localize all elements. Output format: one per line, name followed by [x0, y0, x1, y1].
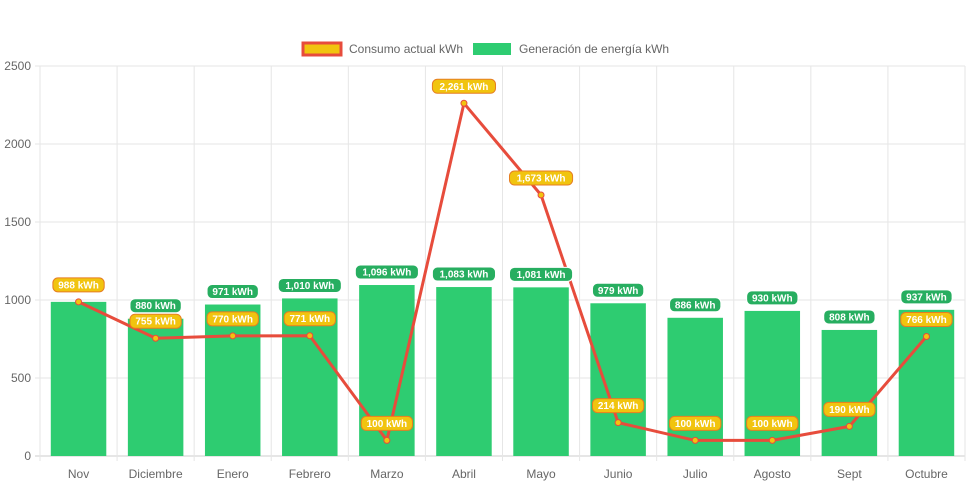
- data-labels: 880 kWh 971 kWh 1,010 kWh 1,096 kWh 1,083 kW…: [52, 78, 953, 431]
- x-tick-label: Marzo: [370, 467, 404, 481]
- x-tick-label: Sept: [837, 467, 862, 481]
- x-tick-label: Junio: [604, 467, 633, 481]
- bar: [898, 309, 955, 456]
- bar-data-label-bg: [206, 284, 259, 300]
- line-point: [229, 332, 237, 340]
- x-tick-label: Enero: [217, 467, 249, 481]
- x-tick-label: Agosto: [754, 467, 792, 481]
- line-data-label-bg: [431, 78, 497, 94]
- line-point: [537, 191, 545, 199]
- line-data-label-bg: [283, 311, 336, 327]
- bar-data-label-bg: [431, 266, 497, 282]
- legend-label: Generación de energía kWh: [519, 42, 669, 56]
- bar-data-label-bg: [823, 309, 876, 325]
- legend[interactable]: Consumo actual kWh Generación de energía …: [301, 41, 669, 57]
- bar-data-label-bg: [591, 282, 645, 298]
- bar: [50, 301, 107, 456]
- line-data-label: 755 kWh: [135, 317, 176, 328]
- x-tick-label: Octubre: [905, 467, 948, 481]
- x-tick-label: Julio: [683, 467, 708, 481]
- bar-data-label: 880 kWh: [135, 301, 176, 312]
- line-point: [614, 419, 622, 427]
- line-path: [77, 101, 928, 442]
- line-data-label: 1,673 kWh: [517, 174, 566, 185]
- bar-data-label-bg: [900, 289, 953, 305]
- bar-data-label: 808 kWh: [829, 312, 870, 323]
- bar-data-label: 1,081 kWh: [517, 270, 566, 281]
- line-data-label: 214 kWh: [598, 401, 639, 412]
- bar-data-label: 971 kWh: [212, 287, 253, 298]
- line-data-label: 766 kWh: [906, 315, 947, 326]
- line-data-label-bg: [206, 311, 259, 327]
- bar-data-label: 979 kWh: [598, 286, 639, 297]
- bar-data-label: 937 kWh: [906, 292, 947, 303]
- y-tick-label: 2500: [4, 59, 31, 73]
- line-series: [75, 99, 930, 444]
- bar: [513, 287, 569, 456]
- bar-data-label: 1,096 kWh: [362, 268, 411, 279]
- bar: [590, 303, 646, 456]
- line-data-label: 100 kWh: [367, 419, 408, 430]
- line-point: [75, 298, 83, 306]
- line-point: [768, 436, 776, 444]
- bar-data-label: 1,010 kWh: [285, 281, 334, 292]
- line-point: [460, 99, 468, 107]
- y-tick-label: 500: [11, 371, 31, 385]
- x-tick-label: Diciembre: [129, 467, 183, 481]
- bar-data-label-bg: [746, 290, 799, 306]
- x-tick-label: Mayo: [526, 467, 556, 481]
- line-data-label: 988 kWh: [58, 280, 99, 291]
- line-data-label-bg: [669, 415, 722, 431]
- line-point: [383, 436, 391, 444]
- axes: 0 500 1000 1500 2000 2500 Nov Diciembre Enero Feb…: [4, 59, 948, 481]
- bar-data-label-bg: [354, 264, 419, 280]
- line-point: [306, 332, 314, 340]
- legend-swatch: [301, 41, 343, 57]
- legend-swatch: [473, 43, 511, 55]
- line-data-label-bg: [52, 277, 105, 293]
- line-point: [152, 334, 160, 342]
- bar: [436, 287, 492, 456]
- line-data-label: 100 kWh: [752, 419, 793, 430]
- x-tick-label: Nov: [68, 467, 89, 481]
- bar: [204, 304, 261, 456]
- line-point: [845, 422, 853, 430]
- x-tick-label: Febrero: [289, 467, 331, 481]
- bar-series: [50, 285, 955, 456]
- y-tick-label: 1000: [4, 293, 31, 307]
- x-tick-label: Abril: [452, 467, 476, 481]
- line-point: [922, 333, 930, 341]
- bar: [667, 317, 723, 456]
- bar-data-label-bg: [508, 266, 574, 282]
- line-data-label-bg: [508, 170, 574, 186]
- line-data-label: 2,261 kWh: [439, 82, 488, 93]
- line-data-label: 190 kWh: [829, 405, 870, 416]
- bar-data-label: 886 kWh: [675, 300, 716, 311]
- bar-data-label-bg: [129, 298, 182, 314]
- bar-data-label: 930 kWh: [752, 293, 793, 304]
- line-data-label: 770 kWh: [212, 314, 253, 325]
- bar-data-label: 1,083 kWh: [439, 270, 488, 281]
- line-point: [691, 436, 699, 444]
- line-data-label-bg: [823, 401, 876, 417]
- line-data-label: 771 kWh: [290, 314, 331, 325]
- y-tick-label: 1500: [4, 215, 31, 229]
- line-data-label-bg: [129, 313, 182, 329]
- line-data-label: 100 kWh: [675, 419, 716, 430]
- line-data-label-bg: [746, 415, 799, 431]
- y-tick-label: 2000: [4, 137, 31, 151]
- bar: [744, 310, 801, 456]
- bar: [821, 329, 878, 456]
- y-tick-label: 0: [24, 449, 31, 463]
- line-data-label-bg: [900, 312, 953, 328]
- bar-data-label-bg: [277, 277, 342, 293]
- line-data-label-bg: [591, 398, 645, 414]
- line-data-label-bg: [360, 415, 414, 431]
- legend-label: Consumo actual kWh: [349, 42, 463, 56]
- bar-data-label-bg: [669, 297, 722, 313]
